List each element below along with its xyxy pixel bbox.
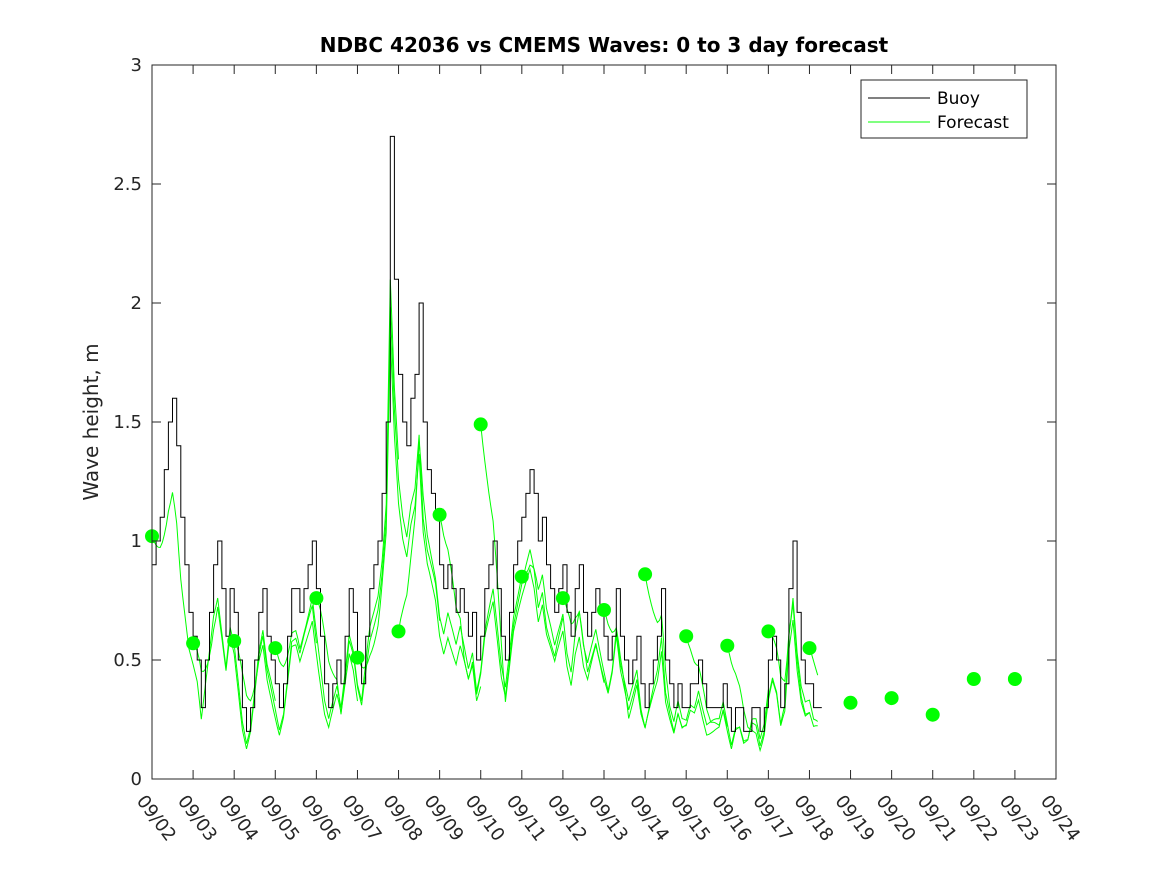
forecast-marker <box>473 417 488 432</box>
forecast-markers <box>145 417 1022 722</box>
forecast-marker <box>925 707 940 722</box>
legend-box <box>860 79 1028 139</box>
forecast-marker <box>514 569 529 584</box>
buoy-series <box>152 135 822 732</box>
forecast-line <box>398 441 523 692</box>
legend: Buoy Forecast <box>860 79 1028 139</box>
forecast-marker <box>638 567 653 582</box>
chart-title: NDBC 42036 vs CMEMS Waves: 0 to 3 day fo… <box>320 33 889 57</box>
forecast-marker <box>679 629 694 644</box>
y-tick-label: 1.5 <box>113 412 142 433</box>
forecast-marker <box>268 641 283 656</box>
plot-area <box>152 65 1056 779</box>
forecast-marker <box>186 636 201 651</box>
forecast-line <box>562 597 687 732</box>
y-axis-label: Wave height, m <box>79 343 103 500</box>
forecast-marker <box>884 691 899 706</box>
y-tick-label: 3 <box>131 55 142 76</box>
forecast-marker <box>720 638 735 653</box>
y-tick-label: 2.5 <box>113 174 142 195</box>
forecast-marker <box>309 591 324 606</box>
y-tick-label: 2 <box>131 293 142 314</box>
y-tick-label: 0 <box>131 769 142 790</box>
forecast-marker <box>761 624 776 639</box>
forecast-line <box>357 337 482 701</box>
forecast-line <box>439 514 564 697</box>
forecast-line <box>274 279 399 719</box>
forecast-marker <box>432 507 447 522</box>
forecast-marker <box>227 634 242 648</box>
forecast-marker <box>350 650 365 665</box>
forecast-marker <box>597 603 611 617</box>
forecast-marker <box>1007 672 1022 686</box>
forecast-marker <box>391 624 406 639</box>
forecast-line <box>726 620 818 753</box>
forecast-line <box>480 424 605 702</box>
forecast-marker <box>802 641 817 656</box>
y-tick-label: 1 <box>131 531 142 552</box>
forecast-marker <box>555 591 570 606</box>
legend-forecast-label: Forecast <box>937 113 1009 133</box>
y-tick-label: 0.5 <box>113 650 142 671</box>
buoy-line <box>152 135 822 732</box>
forecast-line <box>603 609 728 736</box>
forecast-marker <box>843 695 858 710</box>
legend-buoy-label: Buoy <box>937 89 980 109</box>
forecast-marker <box>966 672 981 686</box>
